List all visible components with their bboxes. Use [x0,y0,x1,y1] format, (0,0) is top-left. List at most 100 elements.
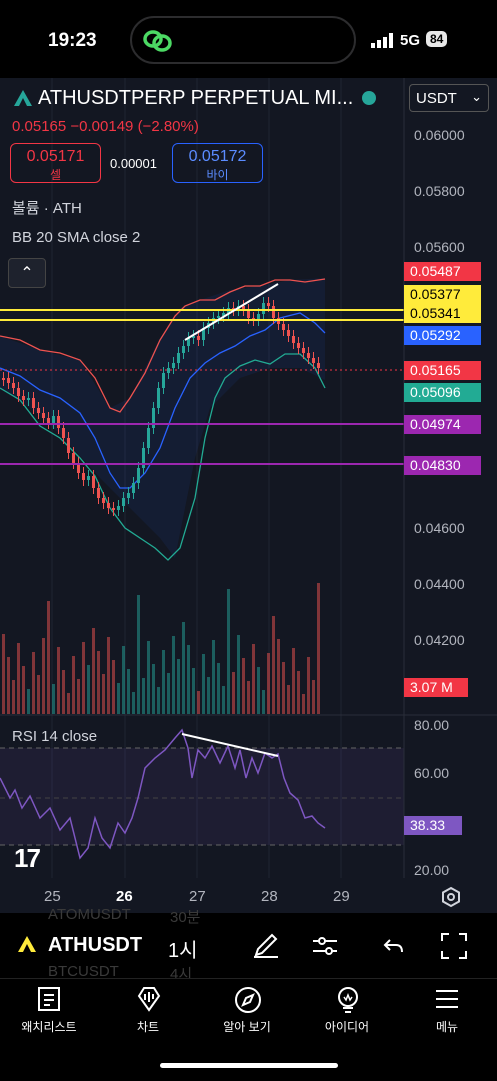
candle [47,418,50,423]
volume-bar [252,644,255,714]
tab-ideas[interactable] [302,986,392,1046]
idea-bulb-icon [338,987,358,1013]
candle [317,363,320,368]
last-price: 0.05165 [12,118,67,135]
time-axis-label: 28 [261,888,278,905]
candle [7,378,10,383]
candle [37,408,40,413]
rsi-legend[interactable]: RSI 14 close [12,728,98,745]
ath-logo-icon [14,90,32,106]
volume-legend[interactable]: 볼륨 · ATH [12,200,82,217]
battery-level: 84 [426,31,448,47]
bb-legend[interactable]: BB 20 SMA close 2 [12,229,141,246]
symbol-title[interactable]: ATHUSDTPERP PERPETUAL MI... [38,87,354,109]
candle [152,408,155,428]
volume-bar [112,660,115,714]
draw-pen-icon[interactable] [252,931,280,959]
candle [32,398,35,408]
buy-price: 0.05172 [188,148,247,165]
tab-menu[interactable] [402,986,492,1046]
candle [17,388,20,396]
candle [102,498,105,503]
volume-bar [62,670,65,714]
interval-button[interactable]: 1시 [168,940,198,962]
undo-icon[interactable] [382,934,406,958]
volume-bar [42,638,45,714]
volume-bar [227,589,230,714]
status-time: 19:23 [48,30,97,51]
candle [127,493,130,498]
candle [162,373,165,388]
ghost-symbol: ATOMUSDT [48,906,131,923]
time-axis-label: 29 [333,888,350,905]
price-axis-label: 0.04400 [414,576,465,592]
volume-bar [172,636,175,714]
candle [107,503,110,508]
candle [167,368,170,373]
tab-label: 메뉴 [435,1020,459,1034]
tab-watchlist[interactable] [4,986,94,1046]
candle [97,488,100,498]
volume-bar [2,634,5,714]
candle [247,310,250,318]
volume-bar [47,601,50,714]
price-change: 0.05165 −0.00149 (−2.80%) [12,118,199,135]
buy-button[interactable]: 0.05172 바이 [172,143,263,183]
candle [142,448,145,468]
sell-button[interactable]: 0.05171 셀 [10,143,101,183]
chevron-up-icon: ⌃ [20,265,34,282]
bb-upper [0,278,326,413]
candle [282,324,285,330]
volume-bar [187,645,190,714]
candle [72,453,75,463]
candle [192,336,195,338]
spread: 0.00001 [110,156,157,171]
volume-bar [117,683,120,714]
compass-icon [235,987,261,1013]
volume-bar [32,652,35,714]
candle [67,438,70,453]
candle [22,396,25,400]
candle [147,428,150,448]
rsi-value-tag: 38.33 [404,816,462,835]
buy-label: 바이 [206,168,229,182]
volume-bar [237,635,240,714]
price-axis-label: 0.05800 [414,183,465,199]
sell-label: 셀 [49,168,62,182]
chart-toolbar [0,913,497,978]
settings-icon[interactable] [440,886,462,908]
market-status-dot [362,91,376,105]
chart-area[interactable] [0,78,497,913]
tab-chart[interactable] [103,986,193,1046]
candle [12,383,15,388]
collapse-legend-button[interactable]: ⌃ [8,258,46,288]
volume-bar [17,643,20,714]
indicators-sliders-icon[interactable] [311,933,339,959]
change-percent: (−2.80%) [137,118,199,135]
tab-explore[interactable] [202,986,292,1046]
volume-bars [2,583,320,714]
fullscreen-icon[interactable] [440,932,468,960]
tab-label: 알아 보기 [223,1020,271,1034]
candle [202,328,205,340]
volume-bar [142,678,145,714]
candle [57,416,60,428]
currency-select[interactable]: USDT ⌄ [409,84,489,112]
candle [262,303,265,314]
price-tag: 0.05377 [404,285,481,304]
candle [52,416,55,423]
trend-line[interactable] [184,283,279,341]
volume-bar [317,583,320,714]
tradingview-logo: 17 [14,843,41,873]
candle [222,313,225,316]
toolbar-symbol[interactable]: ATHUSDT [48,934,143,956]
volume-bar [287,685,290,714]
candle [292,336,295,343]
volume-bar [207,677,210,714]
rsi-divergence-line[interactable] [181,733,279,757]
chart-canvas[interactable] [0,78,497,913]
volume-bar [202,654,205,714]
candle [82,473,85,480]
candle [307,353,310,358]
volume-bar [302,694,305,714]
